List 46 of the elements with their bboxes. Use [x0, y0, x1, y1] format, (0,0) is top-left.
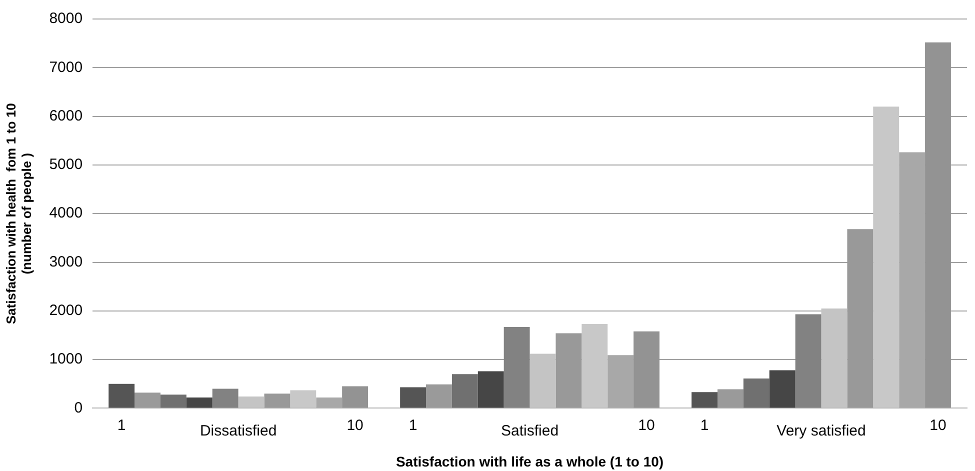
bar	[212, 388, 238, 408]
bar	[108, 384, 135, 408]
bar	[582, 324, 608, 408]
text: 10	[930, 416, 946, 434]
bar	[821, 308, 848, 408]
y-tick-label: 7000	[49, 58, 83, 76]
y-tick-label: 0	[74, 399, 83, 416]
x-tick-label: Dissatisfied	[200, 422, 277, 440]
bar	[769, 370, 796, 408]
text: 1	[408, 416, 418, 434]
bar	[873, 106, 900, 408]
bar	[342, 386, 368, 408]
bar	[556, 333, 582, 408]
bar	[400, 387, 426, 408]
bar	[134, 392, 160, 408]
bar	[478, 371, 504, 408]
text: 1	[700, 416, 709, 434]
bar	[925, 42, 951, 408]
bar	[795, 314, 822, 408]
y-tick-label: 8000	[49, 10, 83, 28]
y-tick-label: 6000	[49, 107, 83, 124]
bar	[530, 354, 556, 408]
series-label: 1	[117, 416, 126, 434]
bar	[743, 378, 770, 408]
x-tick-label: Satisfied	[501, 422, 559, 440]
y-tick-label: 4000	[49, 204, 83, 222]
y-tick-label: 1000	[49, 350, 83, 368]
bar	[717, 389, 744, 408]
bar	[692, 392, 718, 408]
y-axis-title: Satisfaction with health fom 1 to 10 (number of people )	[3, 103, 34, 324]
x-tick-label: Very satisfied	[776, 422, 866, 440]
bar	[264, 394, 290, 408]
bar	[452, 374, 478, 408]
x-axis-title: Satisfaction with life as a whole (1 to 10)	[396, 453, 664, 470]
y-tick-label: 3000	[49, 253, 83, 270]
bar	[186, 397, 212, 408]
bar	[634, 331, 660, 408]
bar	[160, 394, 186, 408]
bar	[426, 384, 452, 408]
y-tick-label: 5000	[49, 156, 83, 174]
y-tick-label: 2000	[49, 302, 83, 320]
bar	[238, 396, 264, 408]
bar	[290, 390, 316, 408]
bar	[504, 326, 530, 408]
series-label: 10	[346, 416, 364, 434]
text: 10	[638, 416, 655, 434]
